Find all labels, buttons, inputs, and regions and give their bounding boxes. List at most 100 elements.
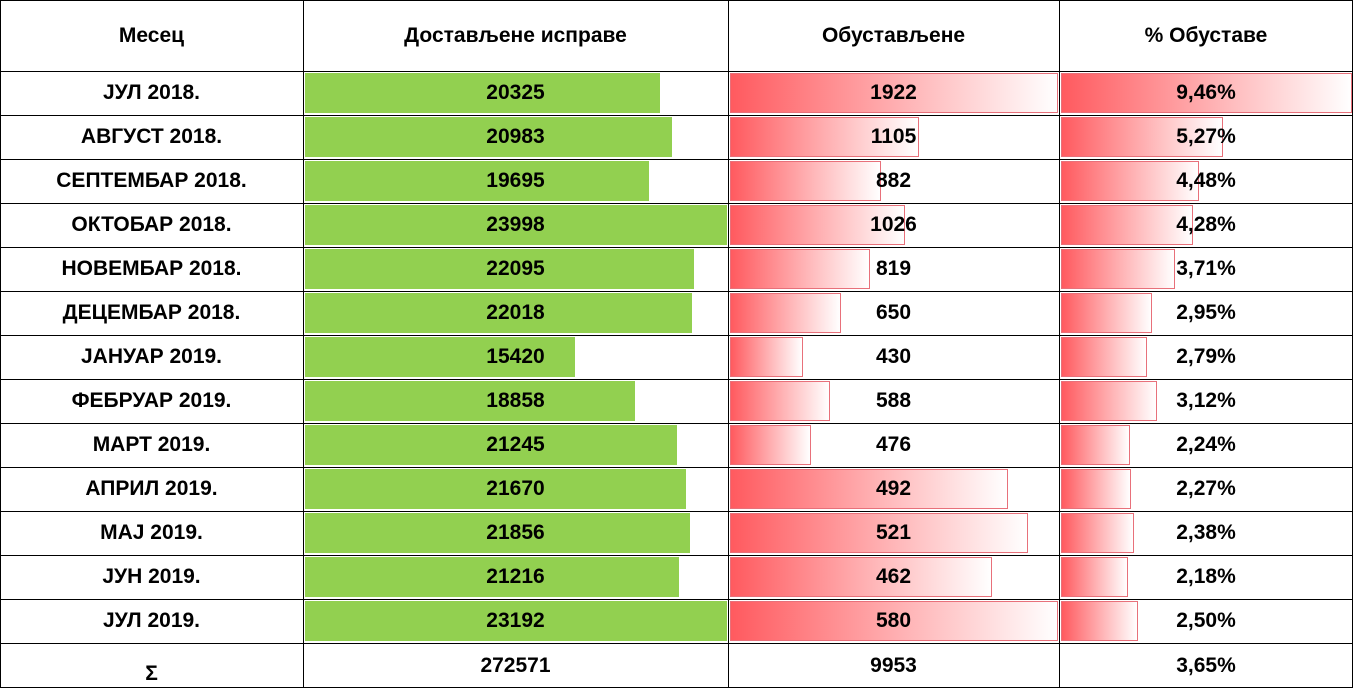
- header-month-cell: Месец: [0, 0, 303, 71]
- delivered-data-bar: [305, 293, 693, 333]
- suspended-data-bar: [730, 337, 804, 377]
- table-row: АПРИЛ 2019. 21670 492 2,27%: [0, 467, 1353, 511]
- suspended-text: 819: [875, 257, 912, 280]
- row-divider: [0, 335, 1353, 336]
- header-row: Месец Достављене исправе Обустављене % Обус…: [0, 0, 1353, 71]
- month-text: СЕПТЕМБАР 2018.: [56, 169, 247, 192]
- suspended-data-bar: [730, 205, 906, 245]
- suspended-data-bar: [730, 249, 871, 289]
- delivered-data-bar: [305, 601, 727, 641]
- suspended-cell: 1922: [728, 71, 1059, 115]
- table-row: ЈУЛ 2019. 23192 580 2,50%: [0, 599, 1353, 643]
- suspended-cell: 1026: [728, 203, 1059, 247]
- pct-text: 5,27%: [1176, 125, 1236, 148]
- row-divider: [0, 599, 1353, 600]
- month-text: ФЕБРУАР 2019.: [71, 389, 232, 412]
- pct-cell: 4,48%: [1059, 159, 1353, 203]
- delivered-text: 23192: [486, 609, 545, 632]
- total-row: Σ 272571 9953 3,65%: [0, 643, 1353, 688]
- row-divider: [0, 467, 1353, 468]
- table-row: НОВЕМБАР 2018. 22095 819 3,71%: [0, 247, 1353, 291]
- pct-cell: 2,24%: [1059, 423, 1353, 467]
- month-text: ЈАНУАР 2019.: [80, 345, 223, 368]
- delivered-text: 21856: [486, 521, 545, 544]
- pct-data-bar: [1061, 205, 1193, 245]
- suspended-data-bar: [730, 161, 881, 201]
- pct-data-bar: [1061, 381, 1158, 421]
- pct-text: 2,18%: [1176, 565, 1236, 588]
- header-month-text: Месец: [118, 23, 185, 47]
- month-cell: ЈУН 2019.: [0, 555, 303, 599]
- row-divider: [0, 247, 1353, 248]
- month-text: АПРИЛ 2019.: [85, 477, 218, 500]
- column-divider: [728, 0, 729, 688]
- delivered-data-bar: [305, 73, 661, 113]
- delivered-data-bar: [305, 513, 690, 553]
- pct-data-bar: [1061, 601, 1138, 641]
- month-cell: МАЈ 2019.: [0, 511, 303, 555]
- month-cell: АПРИЛ 2019.: [0, 467, 303, 511]
- delivered-data-bar: [305, 249, 694, 289]
- delivered-text: 20983: [486, 125, 545, 148]
- pct-text: 2,38%: [1176, 521, 1236, 544]
- total-suspended-cell: 9953: [728, 643, 1059, 688]
- month-cell: ДЕЦЕМБАР 2018.: [0, 291, 303, 335]
- pct-data-bar: [1061, 513, 1135, 553]
- delivered-text: 15420: [486, 345, 545, 368]
- delivered-data-bar: [305, 557, 680, 597]
- pct-text: 4,28%: [1176, 213, 1236, 236]
- month-text: ОКТОБАР 2018.: [71, 213, 232, 236]
- delivered-cell: 21670: [303, 467, 728, 511]
- suspended-data-bar: [730, 469, 1009, 509]
- total-pct-cell: 3,65%: [1059, 643, 1353, 688]
- column-divider: [303, 0, 304, 688]
- pct-data-bar: [1061, 73, 1352, 113]
- row-divider: [0, 555, 1353, 556]
- suspended-text: 462: [875, 565, 912, 588]
- table-row: ДЕЦЕМБАР 2018. 22018 650 2,95%: [0, 291, 1353, 335]
- row-divider: [0, 203, 1353, 204]
- delivered-data-bar: [305, 425, 678, 465]
- delivered-cell: 23192: [303, 599, 728, 643]
- month-text: МАЈ 2019.: [100, 521, 203, 544]
- pct-cell: 2,18%: [1059, 555, 1353, 599]
- table-row: ЈУН 2019. 21216 462 2,18%: [0, 555, 1353, 599]
- suspended-data-bar: [730, 513, 1028, 553]
- row-divider: [0, 511, 1353, 512]
- suspended-data-bar: [730, 117, 920, 157]
- pct-data-bar: [1061, 469, 1131, 509]
- month-cell: ФЕБРУАР 2019.: [0, 379, 303, 423]
- month-cell: МАРТ 2019.: [0, 423, 303, 467]
- suspended-data-bar: [730, 381, 831, 421]
- suspended-cell: 588: [728, 379, 1059, 423]
- delivered-cell: 15420: [303, 335, 728, 379]
- pct-text: 2,79%: [1176, 345, 1236, 368]
- row-divider: [0, 291, 1353, 292]
- total-delivered-cell: 272571: [303, 643, 728, 688]
- delivered-text: 21670: [486, 477, 545, 500]
- delivered-text: 21245: [486, 433, 545, 456]
- delivered-text: 23998: [486, 213, 545, 236]
- row-divider: [0, 0, 1353, 1]
- table-row: ОКТОБАР 2018. 23998 1026 4,28%: [0, 203, 1353, 247]
- row-divider: [0, 643, 1353, 644]
- pct-text: 3,12%: [1176, 389, 1236, 412]
- suspended-cell: 819: [728, 247, 1059, 291]
- pct-text: 2,95%: [1176, 301, 1236, 324]
- suspended-text: 882: [875, 169, 912, 192]
- pct-text: 2,27%: [1176, 477, 1236, 500]
- delivered-text: 20325: [486, 81, 545, 104]
- suspended-cell: 521: [728, 511, 1059, 555]
- column-divider: [0, 0, 1, 688]
- row-divider: [0, 115, 1353, 116]
- month-text: НОВЕМБАР 2018.: [61, 257, 242, 280]
- header-delivered-text: Достављене исправе: [404, 23, 627, 47]
- month-cell: ЈУЛ 2018.: [0, 71, 303, 115]
- month-text: ЈУЛ 2018.: [102, 81, 201, 104]
- delivered-data-bar: [305, 469, 687, 509]
- suspended-data-bar: [730, 601, 1058, 641]
- delivered-cell: 22018: [303, 291, 728, 335]
- pct-text: 2,50%: [1176, 609, 1236, 632]
- delivered-data-bar: [305, 381, 635, 421]
- delivered-cell: 21216: [303, 555, 728, 599]
